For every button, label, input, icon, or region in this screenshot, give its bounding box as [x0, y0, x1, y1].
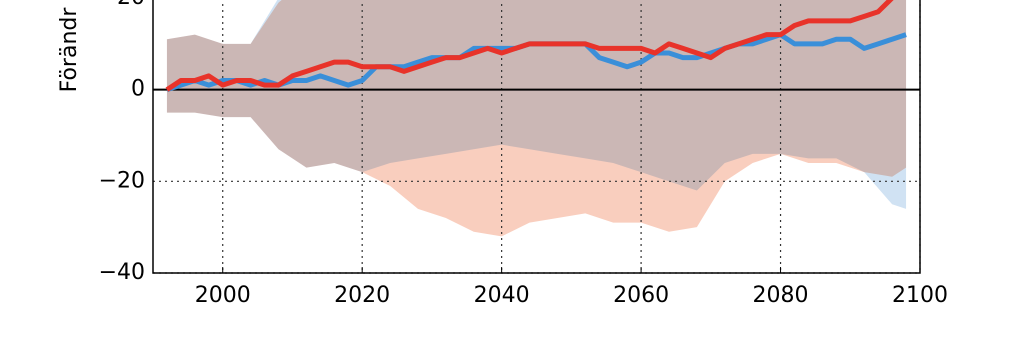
x-tick-label: 2000 — [195, 283, 251, 308]
x-tick-label: 2020 — [334, 283, 390, 308]
plot-area — [166, 0, 907, 237]
y-axis-label: Förändr — [57, 7, 82, 93]
x-tick-label: 2080 — [753, 283, 809, 308]
axis-frame — [152, 0, 921, 274]
x-tick-label: 2060 — [613, 283, 669, 308]
uncertainty-band — [166, 0, 907, 237]
y-tick-label: 0 — [131, 77, 145, 102]
y-tick-label: −20 — [99, 168, 145, 193]
lines — [165, 0, 907, 93]
y-tick-label: −40 — [99, 260, 145, 285]
y-tick-label: 20 — [117, 0, 145, 10]
x-tick-label: 2040 — [474, 283, 530, 308]
x-tick-label: 2100 — [892, 283, 948, 308]
data-line — [165, 0, 894, 92]
